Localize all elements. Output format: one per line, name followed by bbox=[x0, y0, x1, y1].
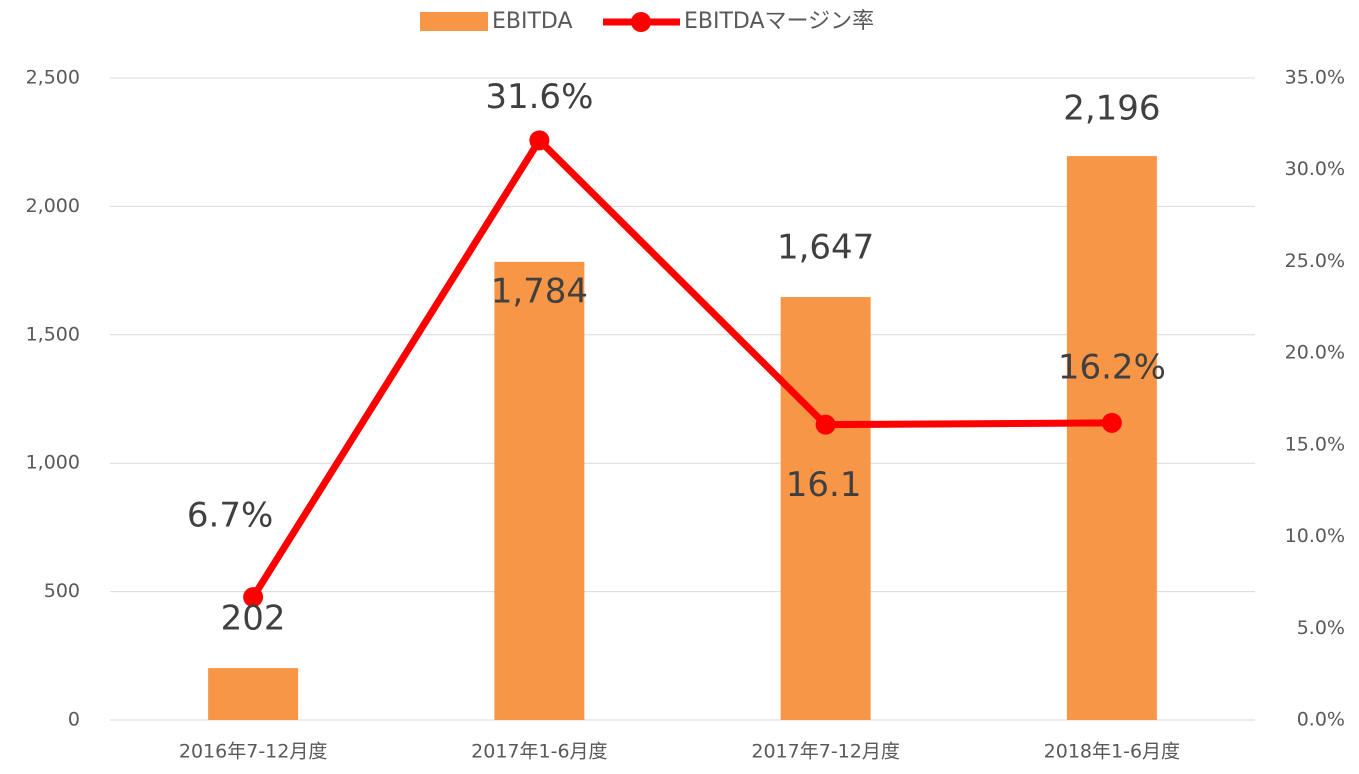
y2-tick-label: 15.0% bbox=[1285, 433, 1345, 455]
y-tick-label: 500 bbox=[44, 580, 80, 602]
x-tick-label: 2018年1-6月度 bbox=[1044, 741, 1180, 763]
y2-tick-label: 20.0% bbox=[1285, 342, 1345, 364]
line-marker bbox=[1101, 412, 1122, 433]
data-label: 2,196 bbox=[1063, 89, 1160, 129]
x-tick-label: 2017年1-6月度 bbox=[471, 741, 607, 763]
y-tick-label: 1,000 bbox=[26, 452, 80, 474]
data-label: 1,647 bbox=[777, 228, 874, 268]
y-tick-label: 0 bbox=[68, 709, 80, 731]
bar bbox=[1066, 156, 1157, 720]
data-label: 16.1 bbox=[786, 465, 862, 505]
y-tick-label: 1,500 bbox=[26, 323, 80, 345]
y-tick-label: 2,000 bbox=[26, 195, 80, 217]
line-marker bbox=[529, 130, 550, 151]
bar bbox=[780, 297, 871, 720]
line bbox=[250, 136, 1112, 599]
y2-tick-label: 35.0% bbox=[1285, 67, 1345, 89]
y2-tick-label: 10.0% bbox=[1285, 525, 1345, 547]
x-tick-label: 2016年7-12月度 bbox=[179, 741, 327, 763]
data-label: 202 bbox=[221, 599, 286, 639]
data-label: 31.6% bbox=[485, 77, 593, 117]
legend-label: EBITDAマージン率 bbox=[684, 9, 874, 34]
y2-tick-label: 30.0% bbox=[1285, 158, 1345, 180]
y2-tick-label: 0.0% bbox=[1297, 709, 1345, 731]
line-marker bbox=[243, 587, 264, 608]
data-label: 6.7% bbox=[187, 496, 273, 536]
legend-label: EBITDA bbox=[492, 9, 573, 34]
bar bbox=[208, 668, 299, 720]
y2-tick-label: 25.0% bbox=[1285, 250, 1345, 272]
x-tick-label: 2017年7-12月度 bbox=[751, 741, 899, 763]
y2-tick-label: 5.0% bbox=[1297, 617, 1345, 639]
y-tick-label: 2,500 bbox=[26, 67, 80, 89]
line-marker bbox=[815, 414, 836, 435]
bar bbox=[494, 261, 585, 720]
legend-swatch bbox=[631, 12, 651, 32]
data-label: 1,784 bbox=[491, 271, 588, 311]
legend-swatch bbox=[420, 12, 488, 31]
data-label: 16.2% bbox=[1058, 347, 1166, 387]
